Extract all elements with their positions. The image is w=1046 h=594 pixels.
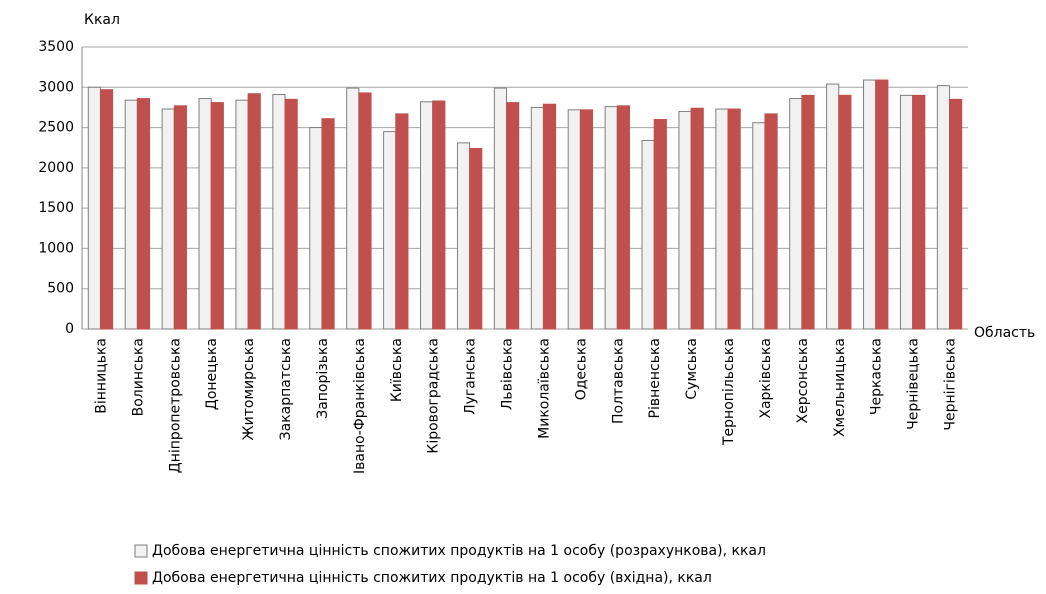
bar bbox=[715, 108, 729, 330]
x-tick-label: Сумська bbox=[684, 338, 700, 400]
x-tick-label: Чернівецька bbox=[906, 338, 922, 430]
bar bbox=[247, 93, 261, 330]
legend-label: Добова енергетична цінність спожитих про… bbox=[152, 543, 766, 559]
y-tick-label: 1500 bbox=[38, 200, 74, 216]
x-tick-label: Херсонська bbox=[795, 338, 811, 424]
y-tick-label: 2500 bbox=[38, 120, 74, 136]
bar bbox=[469, 148, 483, 330]
bar bbox=[764, 113, 778, 330]
bar bbox=[346, 87, 360, 330]
x-tick-label: Івано-Франківська bbox=[352, 338, 368, 474]
x-tick-label: Закарпатська bbox=[278, 338, 294, 440]
bar bbox=[899, 94, 914, 330]
bar bbox=[235, 99, 249, 330]
x-tick-label: Рівненська bbox=[647, 338, 663, 419]
bar bbox=[752, 122, 766, 330]
bar bbox=[826, 83, 840, 330]
bar bbox=[284, 98, 298, 330]
bar bbox=[124, 99, 138, 330]
bar bbox=[678, 110, 692, 330]
bar bbox=[727, 108, 741, 330]
x-tick-label: Дніпропетровська bbox=[167, 338, 183, 473]
bar bbox=[567, 109, 581, 330]
x-tick-label: Донецька bbox=[204, 338, 220, 410]
y-tick-label: 500 bbox=[47, 281, 74, 297]
x-tick-label: Кіровоградська bbox=[426, 338, 442, 454]
bar bbox=[641, 139, 655, 330]
bar bbox=[87, 86, 101, 330]
bar bbox=[493, 87, 508, 330]
bar bbox=[210, 102, 224, 330]
x-tick-label: Хмельницька bbox=[832, 338, 848, 437]
bar bbox=[198, 98, 212, 330]
x-tick-label: Одеська bbox=[573, 338, 589, 400]
bar bbox=[863, 79, 877, 330]
bar bbox=[875, 79, 889, 330]
x-tick-label: Полтавська bbox=[610, 338, 626, 424]
bar bbox=[383, 131, 397, 330]
x-tick-label: Тернопільська bbox=[721, 338, 737, 446]
y-tick-label: 2000 bbox=[38, 160, 74, 176]
bar bbox=[616, 105, 630, 330]
bar bbox=[321, 118, 335, 330]
x-tick-label: Львівська bbox=[500, 338, 516, 410]
x-tick-label: Луганська bbox=[463, 338, 479, 415]
legend-swatch bbox=[134, 571, 148, 585]
bar bbox=[912, 94, 926, 330]
bar bbox=[653, 119, 667, 330]
bar bbox=[949, 98, 963, 330]
bar bbox=[456, 142, 471, 330]
bar bbox=[936, 85, 951, 330]
bar bbox=[136, 98, 151, 330]
x-tick-label: Вінницька bbox=[93, 338, 109, 414]
x-tick-label: Волинська bbox=[130, 338, 146, 416]
bar bbox=[395, 113, 409, 330]
x-tick-label: Київська bbox=[389, 338, 405, 402]
bar bbox=[432, 100, 446, 330]
y-axis-label: Ккал bbox=[84, 12, 120, 28]
legend-label: Добова енергетична цінність спожитих про… bbox=[152, 570, 712, 586]
bar bbox=[272, 94, 286, 330]
x-axis-label: Область bbox=[974, 325, 1035, 341]
bar bbox=[604, 106, 618, 330]
bar bbox=[542, 103, 557, 330]
y-tick-label: 3500 bbox=[38, 39, 74, 55]
y-tick-label: 3000 bbox=[38, 79, 74, 95]
bar bbox=[801, 94, 815, 330]
bar bbox=[420, 101, 434, 330]
y-tick-label: 0 bbox=[65, 321, 74, 337]
x-tick-label: Харківська bbox=[758, 338, 774, 419]
bar bbox=[309, 127, 323, 330]
bar bbox=[358, 92, 372, 330]
x-tick-label: Житомирська bbox=[241, 338, 257, 440]
bar bbox=[506, 102, 520, 330]
bar bbox=[173, 105, 187, 330]
bar bbox=[530, 106, 544, 330]
legend-swatch bbox=[134, 544, 148, 558]
x-tick-label: Чернігівська bbox=[943, 338, 959, 431]
bar bbox=[579, 109, 594, 330]
x-tick-label: Миколаївська bbox=[536, 338, 552, 439]
bar bbox=[838, 94, 852, 330]
bar bbox=[161, 108, 175, 330]
x-tick-label: Черкаська bbox=[869, 338, 885, 415]
bar bbox=[789, 98, 803, 330]
bar bbox=[690, 107, 704, 330]
y-tick-label: 1000 bbox=[38, 240, 74, 256]
x-tick-label: Запорізька bbox=[315, 338, 331, 419]
bar bbox=[99, 89, 114, 330]
